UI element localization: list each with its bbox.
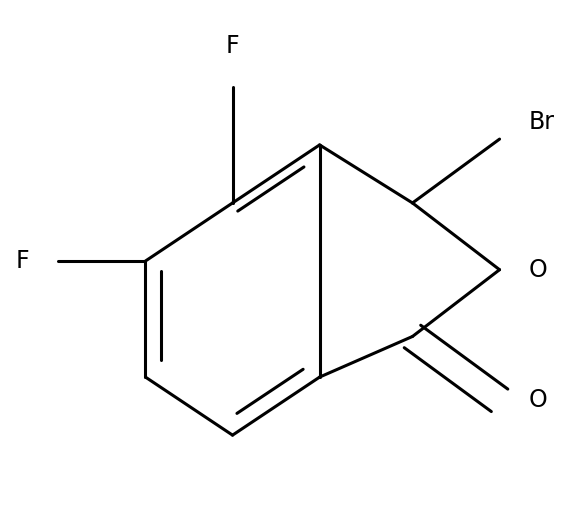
Text: F: F: [16, 249, 29, 273]
Text: O: O: [529, 388, 547, 412]
Text: O: O: [529, 258, 547, 282]
Text: F: F: [226, 34, 239, 58]
Text: Br: Br: [529, 110, 555, 134]
